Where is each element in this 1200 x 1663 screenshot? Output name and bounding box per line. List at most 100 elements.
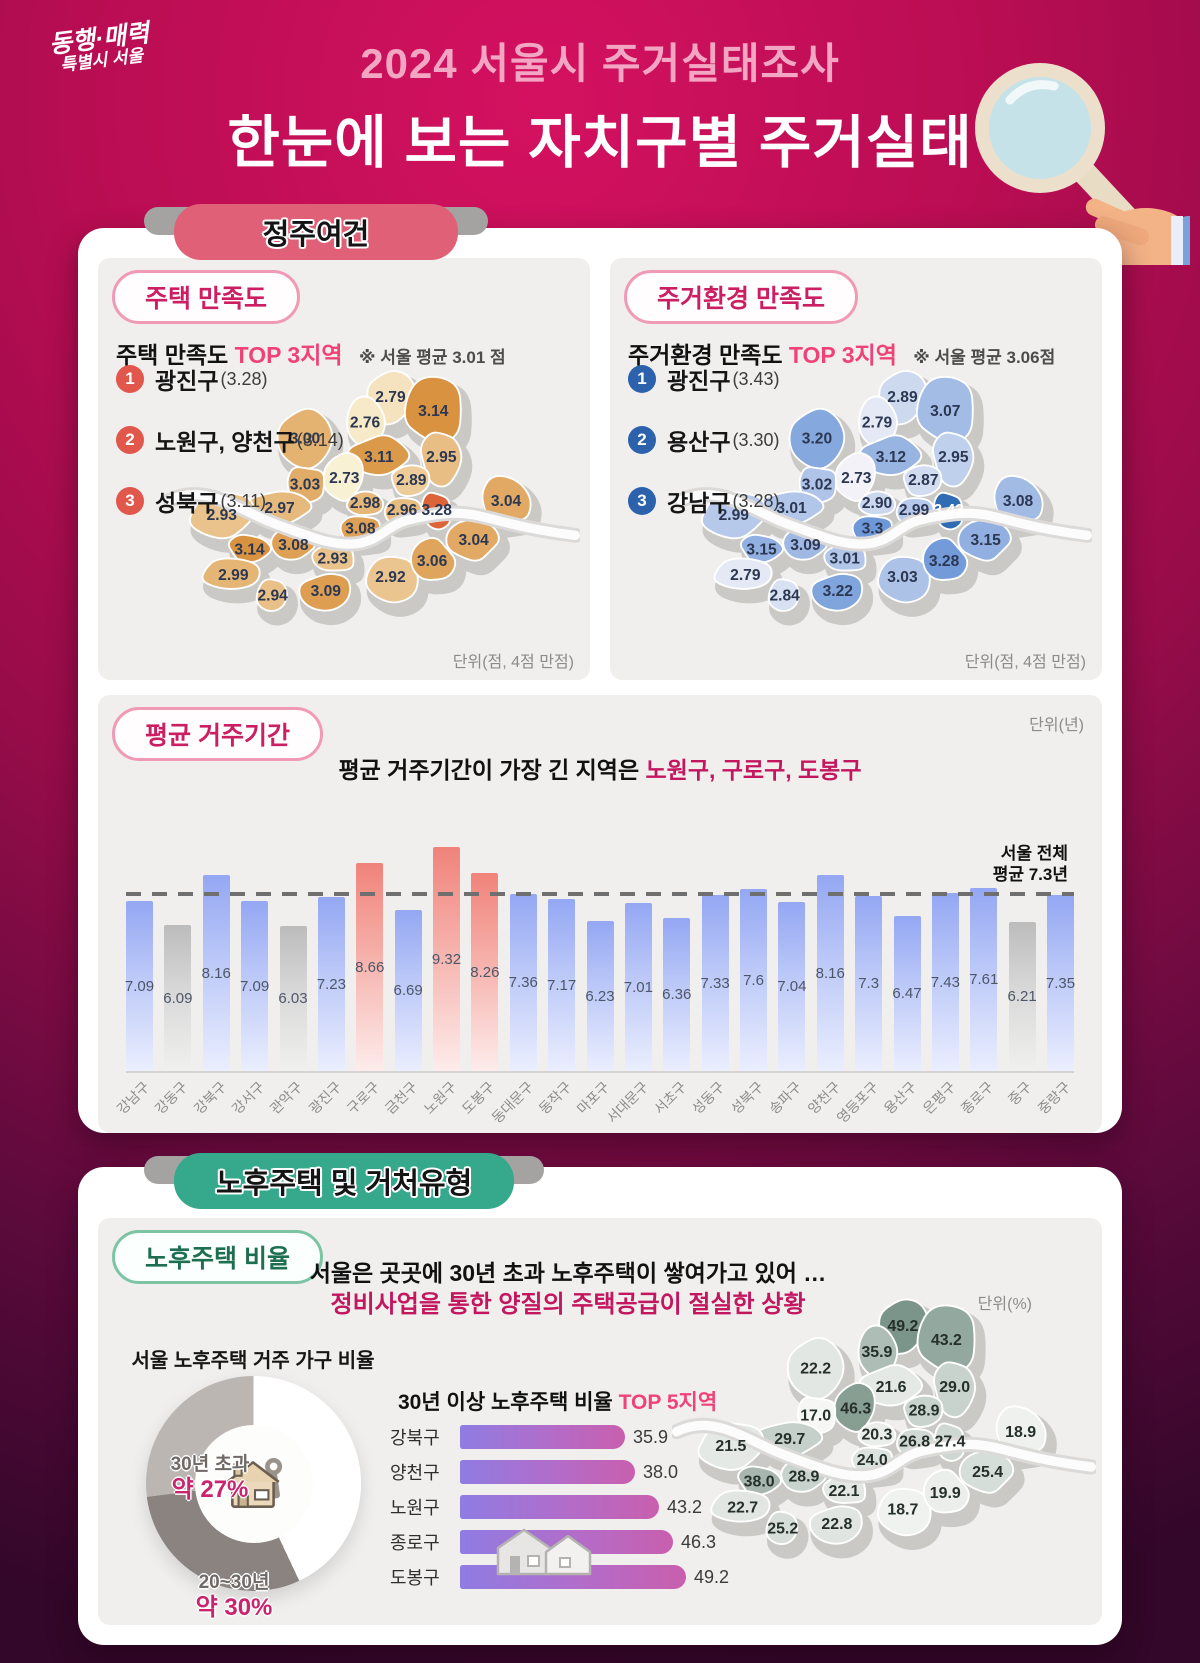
map-district-중구 <box>857 490 897 516</box>
bar-group-금천구: 6.69 금천구 <box>382 809 423 1117</box>
section-settlement: 정주여건 주택 만족도 주택 만족도 TOP 3지역 ※ 서울 평균 3.01 … <box>78 204 1122 1133</box>
section-label-text: 노후주택 및 거처유형 <box>174 1153 515 1209</box>
map-district-종로구 <box>322 452 364 502</box>
aging-ratio-map: 49.2 43.2 35.9 22.2 21.6 29.0 46.3 28.9 17.0 29.7… <box>672 1298 1096 1559</box>
poster-subtitle: 2024 서울시 주거실태조사 <box>360 40 840 87</box>
top5-district: 도봉구 <box>390 1568 440 1588</box>
map-value-label: 3.08 <box>345 521 376 538</box>
aging-headline-line1: 서울은 곳곳에 30년 초과 노후주택이 쌓여가고 있어 … <box>309 1260 827 1286</box>
map-value-label: 22.2 <box>800 1360 831 1377</box>
top5-district: 종로구 <box>390 1533 440 1553</box>
map-district-중랑구 <box>932 431 975 488</box>
donut-hole <box>194 1424 313 1543</box>
bar-x-label: 영등포구 <box>833 1078 882 1127</box>
rank-badge: 1 <box>628 365 656 393</box>
top5-row-양천구: 양천구 38.0 <box>390 1459 730 1485</box>
map-district-종로구 <box>834 452 876 502</box>
map-district-중구 <box>345 490 385 516</box>
bar-group-성동구: 7.33 성동구 <box>689 809 730 1117</box>
map-value-label: 21.5 <box>715 1438 746 1455</box>
rank-badge: 3 <box>628 487 656 515</box>
map-district-관악구 <box>808 1505 863 1545</box>
map-value-label: 29.7 <box>774 1431 805 1448</box>
bar-value: 7.33 <box>700 975 730 992</box>
rank-district: 용산구 <box>667 429 731 455</box>
bar-group-마포구: 6.23 마포구 <box>574 809 615 1117</box>
map-value-label: 17.0 <box>800 1407 831 1424</box>
map-value-label: 3.04 <box>459 532 490 549</box>
map-value-label: 2.92 <box>375 569 406 586</box>
bar-x-label: 금천구 <box>382 1078 421 1118</box>
aging-headline: 서울은 곳곳에 30년 초과 노후주택이 쌓여가고 있어 … 정비사업을 통한 … <box>218 1258 918 1321</box>
unit-label: 단위(년) <box>1029 717 1084 734</box>
bar-x-label: 용산구 <box>881 1078 920 1118</box>
donut-title: 서울 노후주택 거주 가구 비율 <box>131 1350 375 1372</box>
slice-label: 30년 초과 <box>170 1454 250 1475</box>
bar <box>970 888 998 1071</box>
bar-group-강서구: 7.09 강서구 <box>229 809 269 1117</box>
aging-households-donut: 30년 초과 약 27% 20~30년 약 30% <box>146 1376 361 1621</box>
rank-district: 노원구, 양천구 <box>155 429 295 455</box>
rank-score: (3.43) <box>732 368 780 389</box>
bar <box>1008 922 1036 1071</box>
seoul-average-note: ※ 서울 평균 3.06점 <box>913 348 1056 367</box>
bar-value: 7.09 <box>124 978 155 995</box>
bar-value: 8.26 <box>470 964 500 981</box>
bar-x-label: 종로구 <box>957 1078 997 1118</box>
map-value-label: 18.7 <box>887 1502 918 1519</box>
bar <box>509 894 537 1071</box>
bar <box>778 902 806 1071</box>
top5-district: 양천구 <box>390 1463 440 1483</box>
map-value-label: 3.3 <box>862 521 884 538</box>
residence-subtitle: 평균 거주기간이 가장 긴 지역은 노원구, 구로구, 도봉구 <box>98 751 1102 785</box>
houses-illustration <box>496 1528 592 1576</box>
subtitle-highlight: 노원구, 구로구, 도봉구 <box>645 757 862 783</box>
slice-value: 약 30% <box>195 1593 273 1621</box>
map-value-label: 2.93 <box>318 551 349 568</box>
map-value-label: 25.2 <box>767 1521 798 1538</box>
map-value-label: 3.06 <box>417 553 448 570</box>
map-value-label: 3.11 <box>364 449 394 466</box>
map-value-label: 3.14 <box>418 403 449 420</box>
map-district-강남구 <box>922 537 969 581</box>
bar-value: 8.66 <box>355 959 385 976</box>
bar <box>279 926 307 1071</box>
map-value-label: 29.0 <box>939 1379 970 1396</box>
environment-top3-list: 1 광진구 (3.43) 2 용산구 (3.30) 3 강남구 (3.28) <box>628 362 780 545</box>
bar-value: 7.17 <box>547 977 577 994</box>
map-value-label: 3.02 <box>802 477 833 494</box>
bar-group-양천구: 8.16 양천구 <box>804 809 845 1117</box>
map-value-label: 2.89 <box>887 389 918 406</box>
map-value-label: 3.28 <box>929 553 960 570</box>
donut-label-over30y: 30년 초과 약 27% <box>130 1454 290 1503</box>
bar-group-강북구: 8.16 강북구 <box>190 809 231 1117</box>
subtitle-text: 평균 거주기간이 가장 긴 지역은 <box>338 757 646 783</box>
map-value-label: 28.9 <box>909 1403 940 1420</box>
section-aging-housing: 노후주택 및 거처유형 노후주택 비율 서울은 곳곳에 30년 초과 노후주택이… <box>78 1153 1122 1645</box>
map-value-label: 2.98 <box>350 495 381 512</box>
bar <box>317 897 345 1071</box>
bar-value: 7.6 <box>743 972 764 989</box>
bar-group-강동구: 6.09 강동구 <box>152 809 192 1117</box>
bar-x-label: 관악구 <box>267 1078 306 1118</box>
map-value-label: 2.89 <box>396 472 427 489</box>
heading-highlight: TOP 3지역 <box>234 342 343 368</box>
map-value-label: 3.08 <box>278 537 309 554</box>
bar-value: 6.21 <box>1007 988 1037 1005</box>
bar-x-label: 중구 <box>1005 1078 1035 1108</box>
han-river <box>672 1420 1096 1481</box>
bar-group-동작구: 7.17 동작구 <box>536 809 577 1117</box>
bar <box>241 901 269 1071</box>
map-value-label: 3.22 <box>823 583 854 600</box>
bar-x-label: 강동구 <box>151 1078 191 1118</box>
map-value-label: 2.99 <box>218 567 249 584</box>
bar <box>126 901 153 1071</box>
bar-group-서대문구: 7.01 서대문구 <box>603 809 653 1126</box>
slice-label: 20~30년 <box>198 1572 270 1593</box>
bar <box>624 903 652 1071</box>
environment-satisfaction-panel: 주거환경 만족도 주거환경 만족도 TOP 3지역 ※ 서울 평균 3.06점 … <box>610 258 1102 680</box>
map-value-label: 3.15 <box>746 541 777 558</box>
bar-x-label: 서대문구 <box>603 1078 652 1127</box>
rank-badge: 2 <box>628 426 656 454</box>
